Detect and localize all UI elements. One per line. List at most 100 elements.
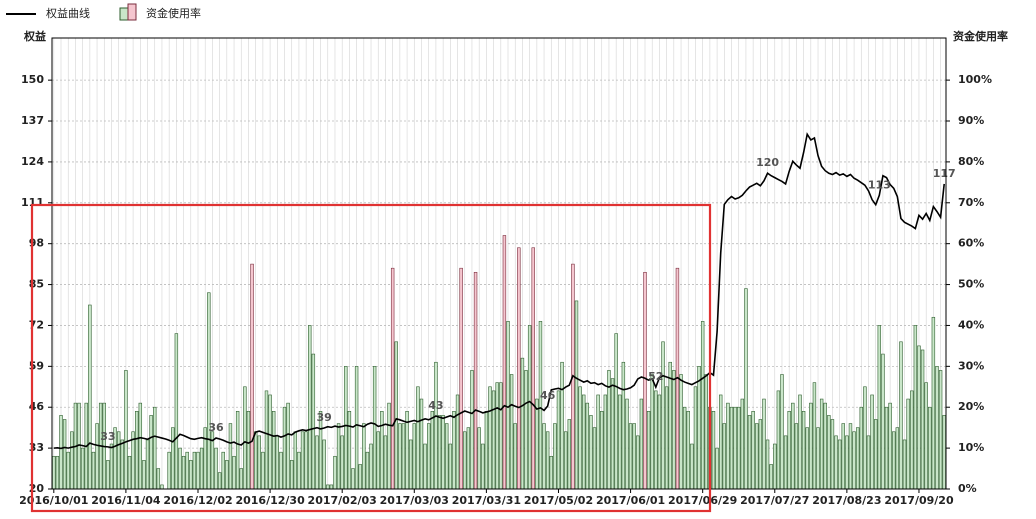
bar [924,382,928,490]
bar [791,402,795,490]
x-tick-label: 2017/08/23 [812,494,881,507]
x-tick-label: 2017/07/27 [740,494,809,507]
bar [830,419,835,490]
data-label: 43 [428,399,443,412]
bar [722,423,727,490]
bar [718,394,723,490]
y-tick-label: 150 [21,73,44,86]
x-tick-label: 2016/10/01 [19,494,88,507]
bar [895,427,900,490]
bar [171,427,175,490]
bar [819,398,824,490]
bar [859,406,863,490]
grid [52,38,946,490]
y2-tick-label: 60% [958,237,984,250]
bar [614,333,618,490]
bar [553,423,557,490]
bar [271,411,276,490]
bar [401,423,406,490]
bar [737,406,741,490]
bar [380,411,384,490]
bar [855,427,860,490]
x-tick-label: 2016/12/30 [235,494,305,507]
bar [823,402,827,490]
bar [542,423,546,490]
bar [322,439,326,490]
bar [297,451,301,490]
bar [196,451,200,490]
bar [398,423,402,490]
bar [798,394,802,490]
bar [178,447,182,490]
bar [827,415,831,490]
bar [225,460,229,490]
bar [293,431,298,490]
bar [877,325,882,490]
bar [372,366,377,490]
legend-bar-swatch [127,3,137,21]
bar [167,451,171,490]
bar [884,406,889,490]
bar [329,484,334,490]
bar [787,411,791,490]
bar [776,390,781,490]
x-tick-label: 2017/09/20 [884,494,954,507]
bar [657,394,662,490]
bar [445,423,449,490]
bar [639,398,644,490]
legend-label: 权益曲线 [46,6,90,20]
bar [80,447,85,490]
bar [214,447,218,490]
bar [351,468,355,490]
bar [62,419,67,490]
bar [459,267,463,490]
bar [59,415,63,490]
bar [618,394,622,490]
bar [805,427,809,490]
bar [560,361,564,490]
bar [650,374,654,490]
bar [466,427,471,490]
data-label: 39 [317,411,332,424]
bar [477,427,481,490]
bar [527,325,532,490]
bar [538,321,543,490]
bar [700,321,705,490]
bar [416,386,420,490]
bar [938,370,943,490]
bar [304,431,308,490]
bar [509,374,514,490]
bar [286,402,290,490]
bar [942,415,946,490]
bar [116,431,121,490]
bar [160,484,164,490]
legend-label: 资金使用率 [146,6,201,20]
bar [207,292,211,490]
bar [394,341,398,490]
bar [794,423,799,490]
bar [682,406,687,490]
bar [520,357,525,490]
bar [672,370,676,490]
bar [758,419,763,490]
bar [603,394,608,490]
bar [582,394,586,490]
bar [470,370,474,490]
bar [354,366,359,490]
bar [427,423,431,490]
x-tick-label: 2016/11/04 [91,494,161,507]
y2-tick-label: 30% [958,359,984,372]
bar [257,435,261,490]
bar [149,415,153,490]
bar [524,370,528,490]
bar [686,411,690,490]
bar [773,443,777,490]
legend-bar-swatch [119,7,129,21]
bar [513,423,517,490]
bar [704,374,708,490]
bar [769,464,773,490]
equity-line [53,132,945,450]
bar [495,382,499,490]
bar [383,435,388,490]
